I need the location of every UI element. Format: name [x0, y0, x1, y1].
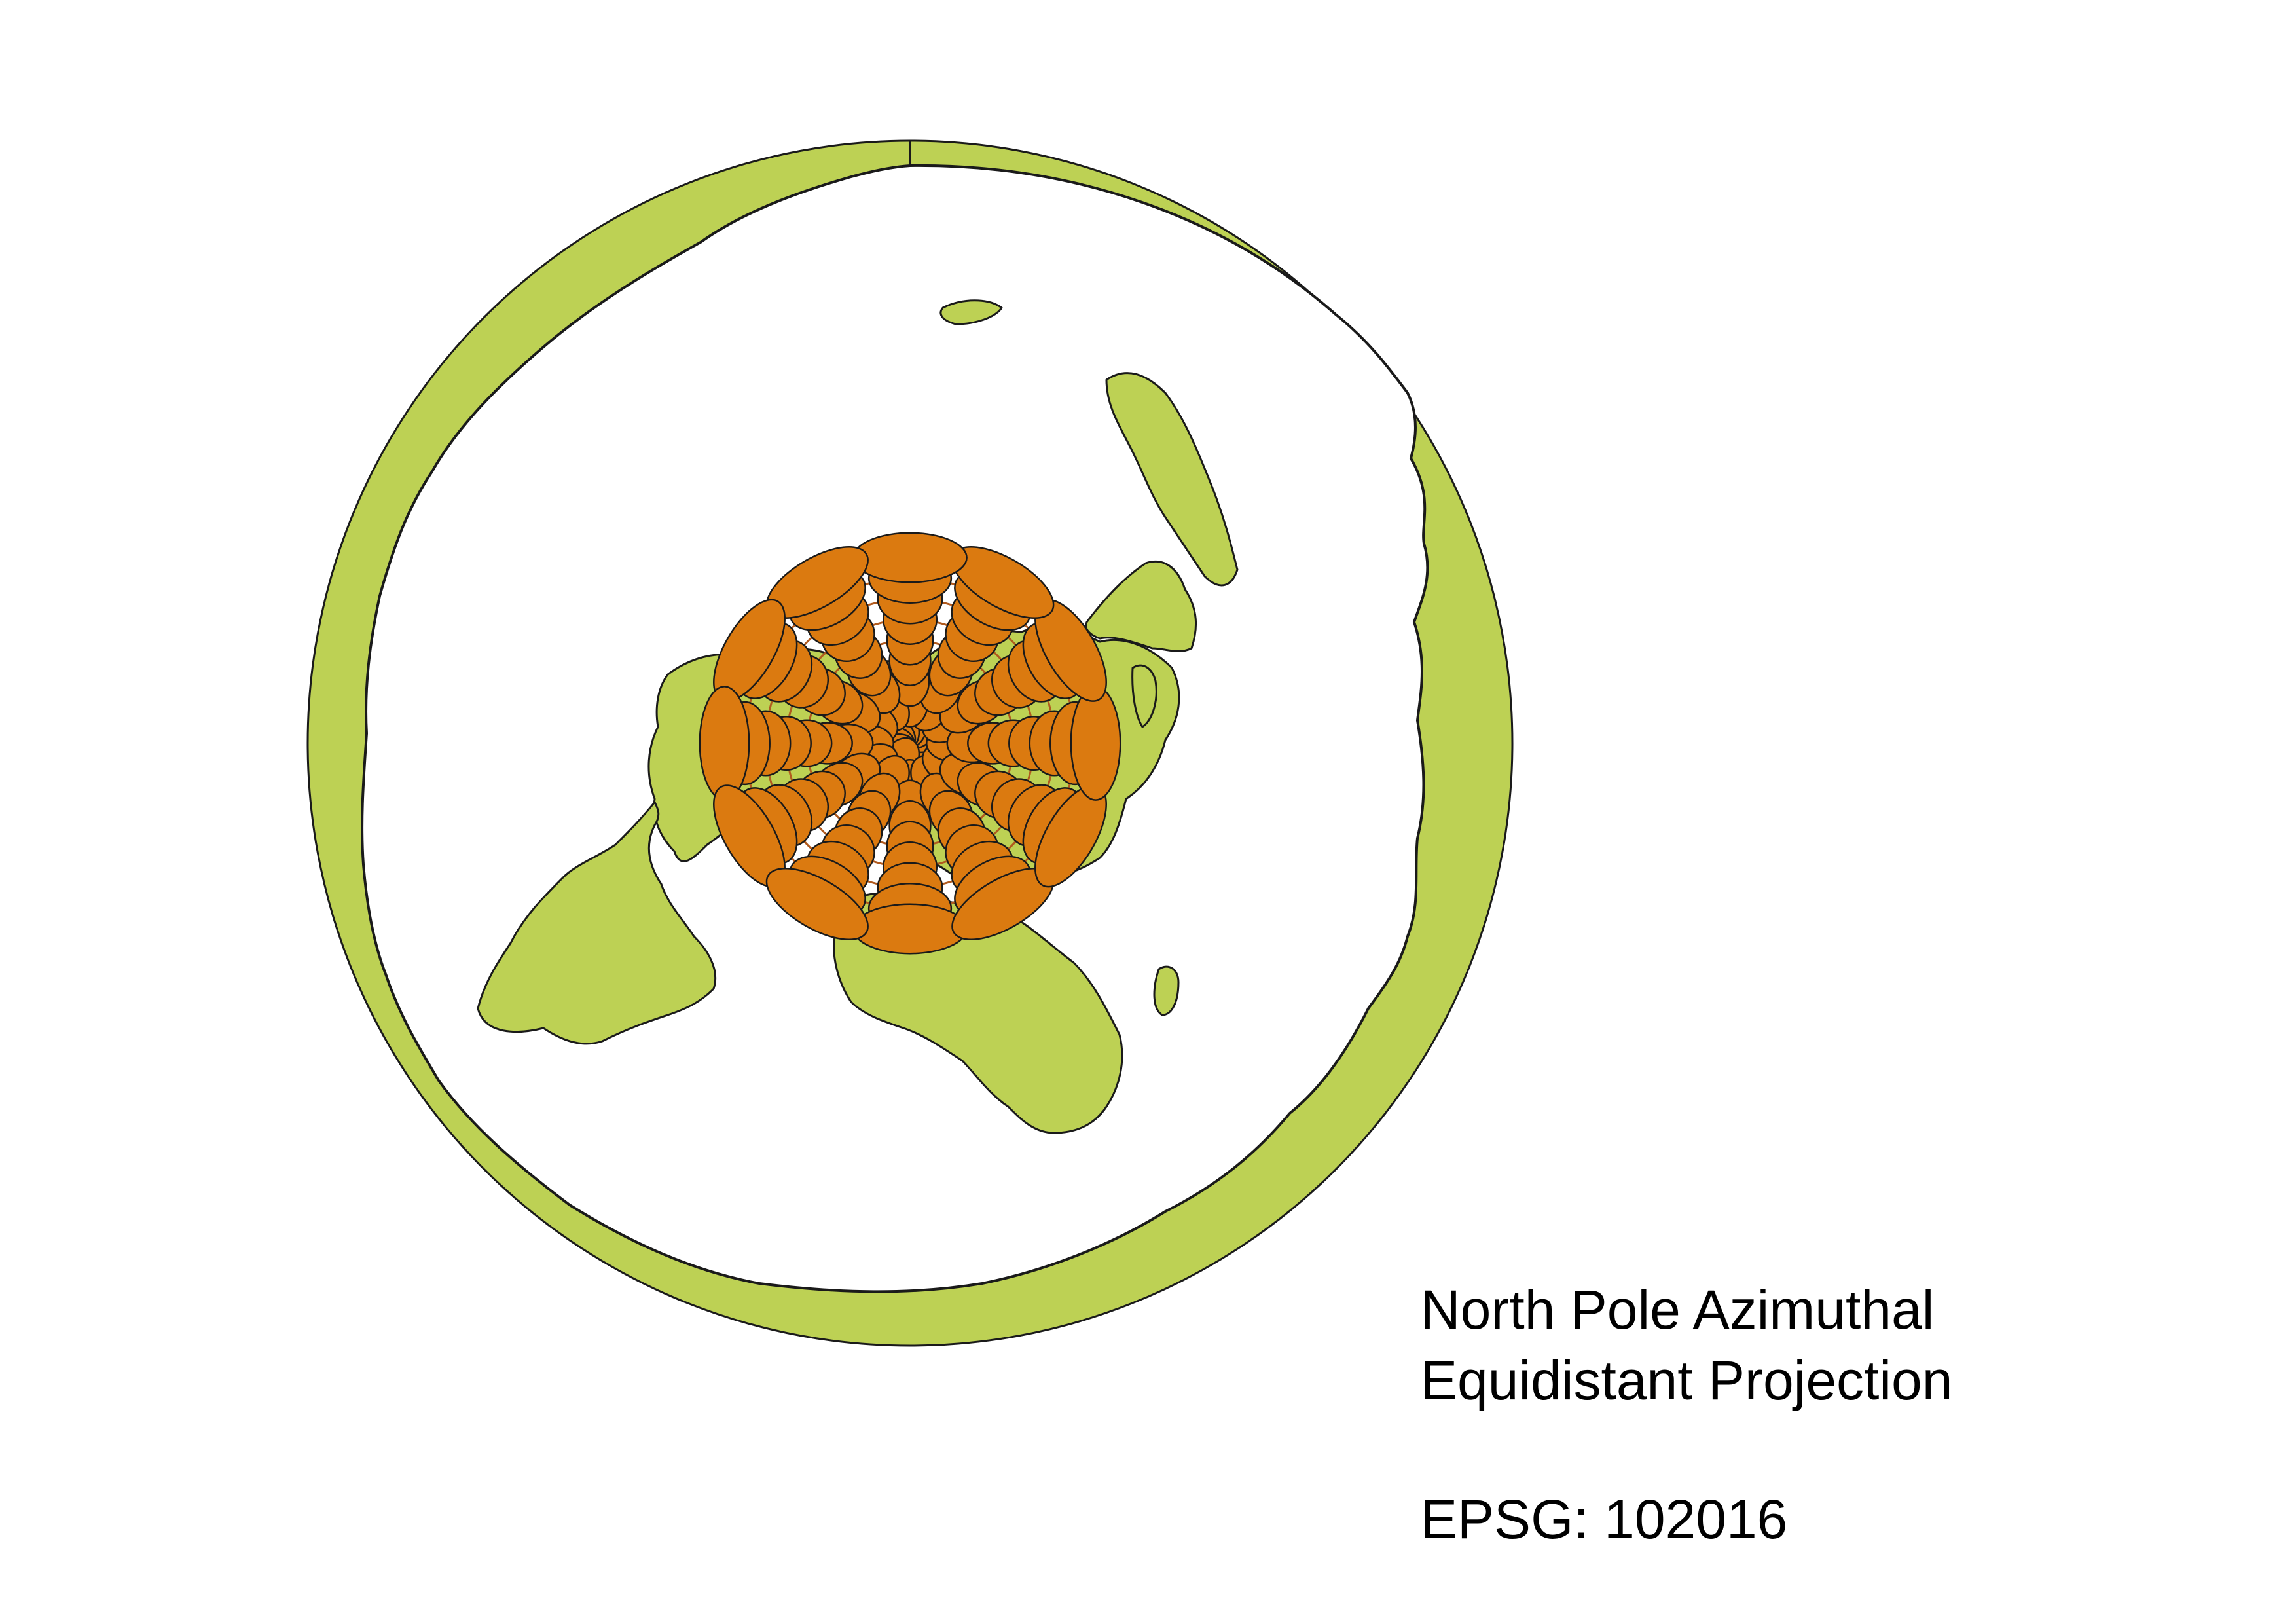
indicatrix-ellipse — [852, 903, 968, 955]
island-arc — [1131, 664, 1157, 728]
epsg-code-label: EPSG: 102016 — [1421, 1488, 1788, 1550]
tissot-indicatrices — [699, 532, 1121, 955]
northern-island — [939, 299, 1003, 325]
indicatrix-135-330 — [765, 868, 869, 940]
projection-title-line1: North Pole Azimuthal — [1421, 1279, 1935, 1340]
projection-title-line2: Equidistant Projection — [1421, 1350, 1953, 1411]
south-america — [477, 801, 717, 1045]
east-asia — [1085, 560, 1197, 652]
indicatrix-135-270 — [699, 686, 750, 801]
indicatrix-135-180 — [852, 532, 968, 583]
indicatrix-ellipse — [699, 686, 750, 801]
indicatrix-ellipse — [765, 868, 869, 940]
northeast-asia-peninsula — [1105, 372, 1239, 587]
madagascar — [1153, 965, 1180, 1016]
indicatrix-ellipse — [1070, 686, 1121, 801]
indicatrix-135-90 — [1070, 686, 1121, 801]
indicatrix-135-0 — [852, 903, 968, 955]
indicatrix-ellipse — [852, 532, 968, 583]
